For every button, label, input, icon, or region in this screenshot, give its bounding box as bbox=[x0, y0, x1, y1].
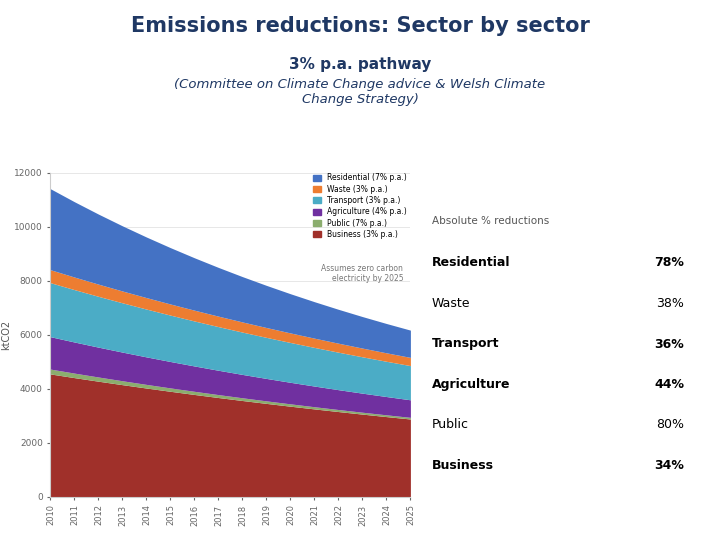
Text: 80%: 80% bbox=[656, 418, 684, 431]
Text: Business: Business bbox=[432, 459, 494, 472]
Text: (Committee on Climate Change advice & Welsh Climate
Change Strategy): (Committee on Climate Change advice & We… bbox=[174, 78, 546, 106]
Text: Agriculture: Agriculture bbox=[432, 378, 510, 391]
Text: Emissions reductions: Sector by sector: Emissions reductions: Sector by sector bbox=[130, 16, 590, 36]
Y-axis label: ktCO2: ktCO2 bbox=[1, 320, 12, 350]
Text: Assumes zero carbon
electricity by 2025: Assumes zero carbon electricity by 2025 bbox=[321, 264, 403, 283]
Text: 36%: 36% bbox=[654, 338, 684, 350]
Text: Transport: Transport bbox=[432, 338, 500, 350]
Text: 78%: 78% bbox=[654, 256, 684, 269]
Text: 34%: 34% bbox=[654, 459, 684, 472]
Text: Residential: Residential bbox=[432, 256, 510, 269]
Text: 44%: 44% bbox=[654, 378, 684, 391]
Text: Public: Public bbox=[432, 418, 469, 431]
Text: 38%: 38% bbox=[656, 297, 684, 310]
Text: Absolute % reductions: Absolute % reductions bbox=[432, 216, 549, 226]
Legend: Residential (7% p.a.), Waste (3% p.a.), Transport (3% p.a.), Agriculture (4% p.a: Residential (7% p.a.), Waste (3% p.a.), … bbox=[313, 173, 407, 239]
Text: Waste: Waste bbox=[432, 297, 470, 310]
Text: 3% p.a. pathway: 3% p.a. pathway bbox=[289, 57, 431, 72]
